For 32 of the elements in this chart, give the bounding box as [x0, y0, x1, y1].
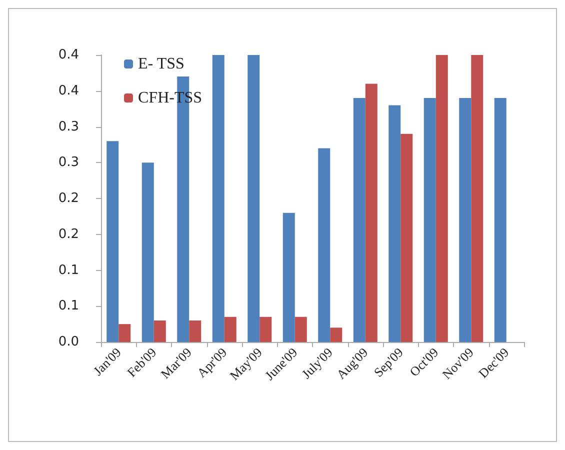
bar: [400, 134, 413, 342]
bar: [424, 98, 436, 342]
y-tick-label: 0.1: [58, 298, 79, 314]
bar: [436, 55, 448, 342]
bar: [212, 55, 224, 342]
legend-label: E- TSS: [138, 56, 184, 72]
y-tick-label: 0.4: [58, 48, 79, 62]
y-tick-label: 0.4: [58, 83, 79, 98]
bar: [353, 98, 366, 342]
y-tick-label: 0.1: [58, 262, 79, 278]
bar: [106, 141, 119, 342]
bar: [318, 148, 330, 342]
bar: [189, 320, 202, 342]
bar: [260, 316, 272, 342]
bar: [224, 316, 236, 342]
bar: [294, 316, 307, 342]
bar: [142, 162, 154, 342]
bar: [388, 105, 401, 342]
bar: [459, 98, 472, 342]
y-tick-label: 0.2: [58, 191, 79, 206]
y-tick-label: 0.3: [58, 119, 79, 134]
y-tick-label: 0.2: [58, 226, 79, 242]
bar: [365, 84, 378, 342]
bar: [248, 55, 260, 342]
bar: [282, 212, 295, 342]
y-tick-label: 0.0: [58, 334, 79, 350]
bar: [118, 324, 131, 342]
bar: [154, 320, 166, 342]
y-tick-label: 0.3: [58, 155, 79, 170]
bar: [471, 55, 484, 342]
bar: [330, 328, 342, 342]
bar: [494, 98, 506, 342]
